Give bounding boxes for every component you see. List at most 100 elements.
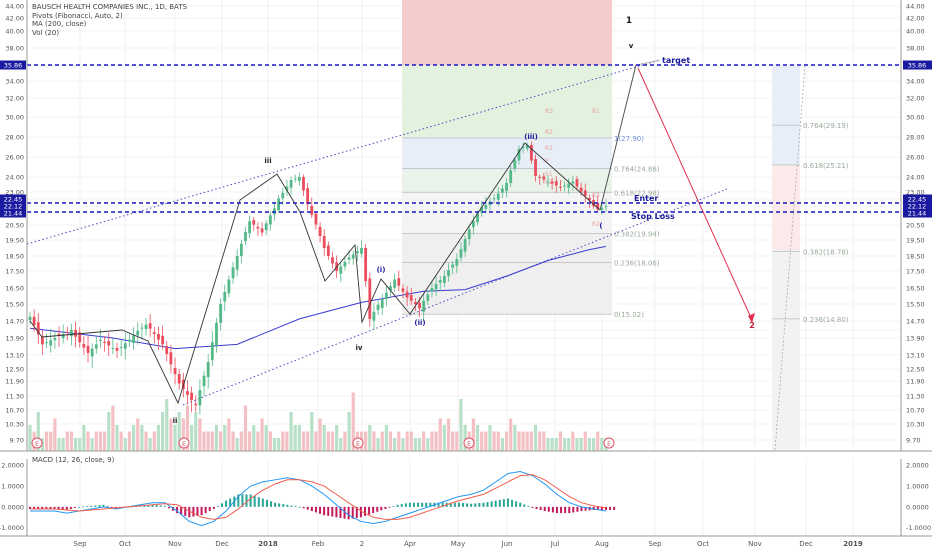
macd-hist-bar <box>474 503 477 507</box>
volume-bar <box>422 431 426 451</box>
price-tick-left: 13.90 <box>5 335 24 343</box>
price-tag-left <box>0 194 26 204</box>
candle-body <box>119 347 123 349</box>
time-axis-label: Jul <box>550 540 560 548</box>
macd-hist-bar <box>294 506 297 507</box>
candle-body <box>289 180 293 188</box>
macd-hist-bar <box>314 506 317 513</box>
macd-tick-left: -1.0000 <box>0 524 24 532</box>
candle-body <box>28 316 32 321</box>
volume-bar <box>393 438 397 451</box>
wave-label: iii <box>264 157 271 165</box>
candle-body <box>239 243 243 256</box>
candle-body <box>99 340 102 342</box>
candle-body <box>525 145 529 149</box>
macd-hist-bar <box>596 506 599 510</box>
macd-hist-bar <box>253 495 256 507</box>
macd-hist-bar <box>462 503 465 507</box>
candle-body <box>596 203 600 210</box>
time-axis-label: Oct <box>119 540 131 548</box>
candle-body <box>74 330 77 337</box>
macd-hist-bar <box>564 506 567 514</box>
macd-hist-bar <box>53 506 56 509</box>
price-tick-right: 22.45 <box>908 196 927 204</box>
price-tick-right: 30.00 <box>906 114 925 122</box>
volume-bar <box>281 431 285 451</box>
volume-bar <box>538 431 542 451</box>
macd-hist-bar <box>551 506 554 513</box>
candle-body <box>442 276 446 283</box>
macd-hist-bar <box>568 506 571 514</box>
macd-hist-bar <box>600 506 603 510</box>
volume-bar <box>579 438 583 451</box>
volume-bar <box>417 438 422 451</box>
candle-body <box>389 286 392 291</box>
price-tag-left <box>0 60 26 70</box>
fib-diagonal <box>774 64 806 451</box>
candle-body <box>480 207 484 213</box>
candle-body <box>521 147 525 149</box>
price-tick-right: 11.90 <box>906 378 925 386</box>
time-axis-label: 2018 <box>258 540 278 548</box>
macd-hist-bar <box>527 506 530 507</box>
volume-bar <box>463 425 467 451</box>
macd-hist-bar <box>163 505 166 507</box>
price-tick-right: 38.00 <box>906 45 925 53</box>
volume-bar <box>78 438 82 451</box>
candle-body <box>409 295 413 301</box>
volume-bar <box>28 425 32 451</box>
macd-hist-bar <box>29 506 31 509</box>
price-tick-left: 40.00 <box>5 28 24 36</box>
macd-hist-bar <box>547 506 550 512</box>
candle-body <box>244 232 247 242</box>
price-tick-right: 20.50 <box>906 222 925 230</box>
macd-hist-bar <box>359 506 362 518</box>
candle-body <box>538 176 542 178</box>
macd-hist-bar <box>327 506 330 516</box>
volume-bar <box>190 425 194 451</box>
macd-hist-bar <box>176 506 179 514</box>
candle-body <box>107 341 111 346</box>
price-tick-left: 18.50 <box>5 253 24 261</box>
macd-hist-bar <box>453 502 456 507</box>
macd-hist-bar <box>216 506 219 507</box>
candle-body <box>418 302 421 309</box>
earnings-marker <box>352 437 364 449</box>
candle-body <box>231 267 235 279</box>
fib-level-label: 0.764(24.86) <box>614 165 660 173</box>
macd-hist-bar <box>49 506 52 509</box>
fib-level-label: 0.382(19.94) <box>614 230 660 238</box>
candle-body <box>173 368 177 374</box>
candle-body <box>248 221 252 234</box>
volume-bar <box>343 431 347 451</box>
fib-right-label: 0.236(14.80) <box>803 316 849 324</box>
candle-body <box>140 327 144 329</box>
candle-body <box>600 207 604 211</box>
volume-bar <box>446 418 451 451</box>
candle-body <box>49 340 53 346</box>
candle-body <box>256 226 260 229</box>
price-tick-right: 17.50 <box>906 268 925 276</box>
price-tick-left: 22.45 <box>4 196 23 204</box>
candle-body <box>268 215 272 225</box>
volume-bar <box>587 438 592 451</box>
volume-bar <box>65 431 69 451</box>
volume-bar <box>156 425 161 451</box>
macd-hist-bar <box>221 503 223 507</box>
candle-body <box>86 345 90 353</box>
candle-body <box>413 302 417 304</box>
fib-zone-green <box>402 65 612 137</box>
macd-hist-bar <box>417 502 420 507</box>
macd-tick-right: 0.0000 <box>906 503 929 511</box>
earnings-marker <box>31 437 43 449</box>
price-tick-left: 16.50 <box>5 285 24 293</box>
macd-hist-bar <box>241 494 244 507</box>
candle-body <box>144 324 148 330</box>
candle-body <box>592 200 595 207</box>
price-tick-left: 10.30 <box>5 421 24 429</box>
price-tick-right: 35.86 <box>908 62 927 70</box>
volume-bar <box>326 431 330 451</box>
macd-hist-bar <box>102 504 105 507</box>
volume-bar <box>558 431 563 451</box>
